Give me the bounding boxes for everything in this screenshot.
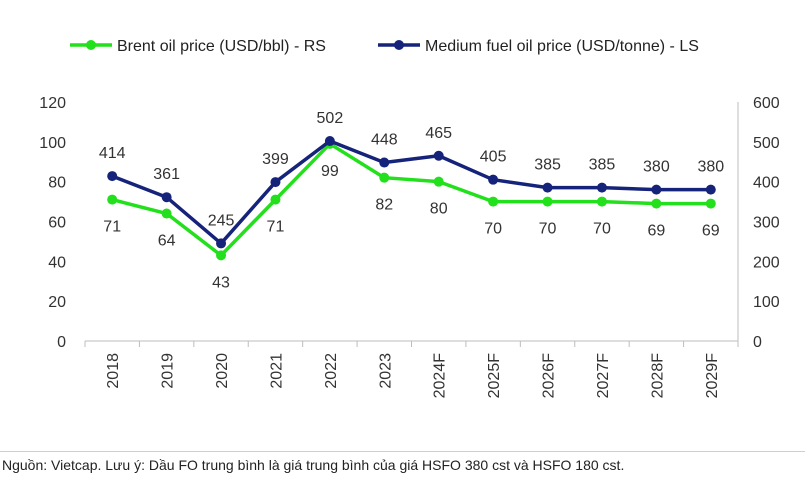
x-tick-label: 2022 [323,353,340,389]
fuel-oil-data-label: 380 [643,159,670,176]
brent-data-label: 70 [593,221,611,238]
x-tick-label: 2023 [377,353,394,389]
fuel-oil-series-line [111,139,711,246]
fuel-oil-data-label: 361 [153,166,180,183]
fuel-oil-data-label: 385 [534,157,561,174]
brent-series-point [596,196,607,207]
source-note: Nguồn: Vietcap. Lưu ý: Dầu FO trung bình… [2,457,625,473]
fuel-oil-data-label: 245 [208,212,235,229]
brent-series-point [488,196,499,207]
legend: Brent oil price (USD/bbl) - RS Medium fue… [70,38,699,55]
fuel-oil-series-point [161,192,172,203]
left-tick-label: 20 [48,294,66,311]
right-axis: 0 100 200 300 400 500 600 [737,95,780,351]
fuel-oil-data-label: 502 [317,110,344,127]
brent-data-label: 82 [375,197,393,214]
x-axis: 2018 2019 2020 2021 2022 2023 2024F 2025F 2026F 2… [84,340,739,399]
left-tick-label: 120 [39,95,66,112]
x-tick-label: 2027F [595,353,612,399]
fuel-oil-data-label: 414 [99,145,126,162]
x-tick-label: 2025F [486,353,503,399]
brent-series-point [542,196,553,207]
right-tick-label: 400 [753,175,780,192]
brent-data-label: 71 [103,219,121,236]
series-layer [107,136,716,261]
chart: Brent oil price (USD/bbl) - RS Medium fue… [39,38,780,399]
brent-data-label: 70 [539,221,557,238]
right-tick-label: 500 [753,135,780,152]
fuel-oil-series-point [488,174,499,185]
right-tick-label: 0 [753,334,762,351]
brent-series-point [651,198,662,209]
x-tick-label: 2021 [268,353,285,389]
x-tick-label: 2018 [105,353,122,389]
fuel-oil-data-label: 405 [480,149,507,166]
left-tick-label: 60 [48,215,66,232]
brent-data-label: 69 [702,223,720,240]
fuel-oil-series-point [216,238,227,249]
fuel-oil-series-point [433,150,444,161]
brent-data-label: 70 [484,221,502,238]
x-tick-label: 2024F [432,353,449,399]
fuel-oil-series-point [324,136,335,147]
legend-brent-marker [86,40,96,50]
brent-data-label: 71 [267,219,285,236]
left-tick-label: 80 [48,175,66,192]
fuel-oil-series-point [379,157,390,168]
fuel-oil-data-label: 465 [425,125,452,142]
fuel-oil-series-point [270,177,281,188]
brent-data-label: 69 [647,223,665,240]
x-tick-label: 2020 [214,353,231,389]
fuel-oil-data-label: 399 [262,151,289,168]
right-tick-label: 200 [753,254,780,271]
brent-series-point [216,250,227,261]
right-tick-label: 600 [753,95,780,112]
fuel-oil-data-label: 385 [589,157,616,174]
legend-fuel-oil-marker [394,40,404,50]
left-axis: 0 20 40 60 80 100 120 [39,95,66,351]
legend-fuel-oil-label: Medium fuel oil price (USD/tonne) - LS [425,38,699,55]
fuel-oil-series-point [651,184,662,195]
fuel-oil-data-label: 380 [697,159,724,176]
x-tick-label: 2026F [541,353,558,399]
brent-data-label: 80 [430,201,448,218]
brent-series-point [270,194,281,205]
left-tick-label: 40 [48,254,66,271]
right-tick-label: 300 [753,215,780,232]
brent-data-label: 99 [321,163,339,180]
fuel-oil-series-point [705,184,716,195]
left-tick-label: 0 [57,334,66,351]
brent-data-label: 64 [158,233,176,250]
fuel-oil-data-label: 448 [371,132,398,149]
legend-brent-label: Brent oil price (USD/bbl) - RS [117,38,326,55]
fuel-oil-series-point [542,182,553,193]
footer-divider [0,451,805,452]
brent-series-point [107,194,118,205]
fuel-oil-series-point [596,182,607,193]
x-tick-label: 2019 [160,353,177,389]
right-tick-label: 100 [753,294,780,311]
brent-series-point [161,208,172,219]
brent-series-point [433,176,444,187]
brent-series-line [111,142,711,258]
x-tick-label: 2028F [649,353,666,399]
x-tick-label: 2029F [704,353,721,399]
brent-series-point [705,198,716,209]
left-tick-label: 100 [39,135,66,152]
brent-series-point [379,172,390,183]
fuel-oil-series-point [107,171,118,182]
brent-data-label: 43 [212,274,230,291]
label-layer: 414 361 245 399 502 448 465 405 385 385 380 380 71 64… [99,110,724,291]
